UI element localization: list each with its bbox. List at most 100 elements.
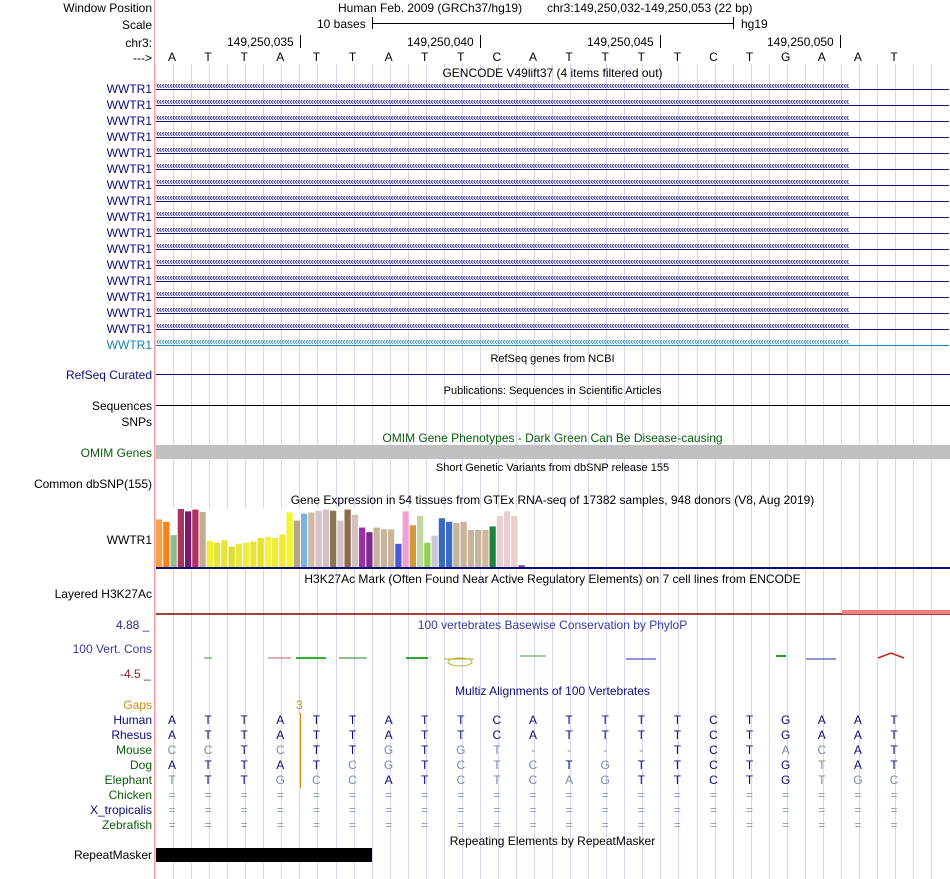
transcript-line: [156, 345, 949, 346]
vert-cons-label[interactable]: 100 Vert. Cons: [72, 642, 152, 656]
gencode-transcript-label[interactable]: WWTR1: [106, 274, 152, 288]
aligned-base: T: [818, 758, 826, 772]
gencode-transcript[interactable]: ‹‹‹‹‹‹‹‹‹‹‹‹‹‹‹‹‹‹‹‹‹‹‹‹‹‹‹‹‹‹‹‹‹‹‹‹‹‹‹‹…: [156, 292, 949, 303]
strand-arrows: ‹‹‹‹‹‹‹‹‹‹‹‹‹‹‹‹‹‹‹‹‹‹‹‹‹‹‹‹‹‹‹‹‹‹‹‹‹‹‹‹…: [156, 292, 849, 300]
species-label[interactable]: Elephant: [104, 773, 152, 787]
aligned-base: G: [853, 773, 863, 787]
gencode-transcript-label[interactable]: WWTR1: [106, 162, 152, 176]
transcript-line: [156, 265, 949, 266]
refseq-line[interactable]: [156, 374, 950, 375]
gencode-transcript-label[interactable]: WWTR1: [106, 210, 152, 224]
gencode-transcript[interactable]: ‹‹‹‹‹‹‹‹‹‹‹‹‹‹‹‹‹‹‹‹‹‹‹‹‹‹‹‹‹‹‹‹‹‹‹‹‹‹‹‹…: [156, 212, 949, 223]
repeat-element-block[interactable]: [156, 848, 372, 862]
omim-gene-bar[interactable]: [156, 445, 950, 459]
refseq-track-title: RefSeq genes from NCBI: [490, 353, 615, 365]
gtex-tissue-bar: [228, 546, 235, 567]
gencode-transcript-label[interactable]: WWTR1: [106, 242, 152, 256]
refseq-curated-label[interactable]: RefSeq Curated: [65, 368, 152, 382]
reference-base: A: [276, 50, 285, 64]
gencode-transcript-label[interactable]: WWTR1: [106, 98, 152, 112]
h3k27ac-signal[interactable]: [156, 613, 950, 615]
gencode-transcript[interactable]: ‹‹‹‹‹‹‹‹‹‹‹‹‹‹‹‹‹‹‹‹‹‹‹‹‹‹‹‹‹‹‹‹‹‹‹‹‹‹‹‹…: [156, 244, 949, 255]
gencode-transcript-label[interactable]: WWTR1: [106, 306, 152, 320]
aligned-base: T: [240, 758, 248, 772]
strand-arrows: ‹‹‹‹‹‹‹‹‹‹‹‹‹‹‹‹‹‹‹‹‹‹‹‹‹‹‹‹‹‹‹‹‹‹‹‹‹‹‹‹…: [156, 84, 849, 92]
species-label[interactable]: Chicken: [108, 788, 152, 802]
phylop-signal[interactable]: [156, 645, 950, 670]
gencode-transcript[interactable]: ‹‹‹‹‹‹‹‹‹‹‹‹‹‹‹‹‹‹‹‹‹‹‹‹‹‹‹‹‹‹‹‹‹‹‹‹‹‹‹‹…: [156, 180, 949, 191]
sequences-line[interactable]: [156, 405, 950, 406]
transcript-line: [156, 249, 949, 250]
transcript-line: [156, 89, 949, 90]
aligned-base: =: [746, 788, 754, 802]
omim-genes-label[interactable]: OMIM Genes: [80, 446, 152, 460]
gencode-transcript-label[interactable]: WWTR1: [106, 146, 152, 160]
gencode-transcript-label[interactable]: WWTR1: [106, 178, 152, 192]
aligned-base: T: [421, 728, 429, 742]
gencode-transcript[interactable]: ‹‹‹‹‹‹‹‹‹‹‹‹‹‹‹‹‹‹‹‹‹‹‹‹‹‹‹‹‹‹‹‹‹‹‹‹‹‹‹‹…: [156, 84, 949, 95]
gencode-transcript[interactable]: ‹‹‹‹‹‹‹‹‹‹‹‹‹‹‹‹‹‹‹‹‹‹‹‹‹‹‹‹‹‹‹‹‹‹‹‹‹‹‹‹…: [156, 148, 949, 159]
gtex-tissue-bar: [475, 529, 482, 567]
gtex-tissue-bar: [206, 540, 213, 567]
reference-base: T: [890, 50, 898, 64]
gencode-transcript[interactable]: ‹‹‹‹‹‹‹‹‹‹‹‹‹‹‹‹‹‹‹‹‹‹‹‹‹‹‹‹‹‹‹‹‹‹‹‹‹‹‹‹…: [156, 116, 949, 127]
aligned-base: T: [240, 773, 248, 787]
aligned-base: A: [853, 728, 862, 742]
gtex-tissue-bar: [424, 542, 431, 567]
gtex-expression-bars[interactable]: [156, 508, 536, 568]
gtex-gene-label[interactable]: WWTR1: [106, 533, 152, 547]
gencode-transcript[interactable]: ‹‹‹‹‹‹‹‹‹‹‹‹‹‹‹‹‹‹‹‹‹‹‹‹‹‹‹‹‹‹‹‹‹‹‹‹‹‹‹‹…: [156, 196, 949, 207]
gencode-transcript-label[interactable]: WWTR1: [106, 322, 152, 336]
aligned-base: C: [312, 773, 321, 787]
gtex-tissue-bar: [504, 511, 511, 567]
aligned-base: G: [275, 773, 285, 787]
gencode-transcript-label[interactable]: WWTR1: [106, 226, 152, 240]
gencode-transcript[interactable]: ‹‹‹‹‹‹‹‹‹‹‹‹‹‹‹‹‹‹‹‹‹‹‹‹‹‹‹‹‹‹‹‹‹‹‹‹‹‹‹‹…: [156, 132, 949, 143]
gtex-tissue-bar: [279, 534, 286, 567]
layered-h3k27ac-label[interactable]: Layered H3K27Ac: [54, 587, 152, 601]
gencode-transcript[interactable]: ‹‹‹‹‹‹‹‹‹‹‹‹‹‹‹‹‹‹‹‹‹‹‹‹‹‹‹‹‹‹‹‹‹‹‹‹‹‹‹‹…: [156, 260, 949, 271]
sequences-label[interactable]: Sequences: [91, 399, 152, 413]
species-label[interactable]: Rhesus: [111, 728, 152, 742]
species-label[interactable]: Human: [113, 713, 152, 727]
gtex-tissue-bar: [257, 538, 264, 567]
gaps-label[interactable]: Gaps: [123, 698, 152, 712]
dbsnp-track-title: Short Genetic Variants from dbSNP releas…: [435, 462, 670, 474]
species-label[interactable]: Zebrafish: [101, 818, 152, 832]
aligned-base: =: [240, 803, 248, 817]
gencode-transcript-label[interactable]: WWTR1: [106, 114, 152, 128]
snps-label[interactable]: SNPs: [121, 415, 152, 429]
aligned-base: A: [384, 728, 393, 742]
gencode-transcript[interactable]: ‹‹‹‹‹‹‹‹‹‹‹‹‹‹‹‹‹‹‹‹‹‹‹‹‹‹‹‹‹‹‹‹‹‹‹‹‹‹‹‹…: [156, 100, 949, 111]
species-label[interactable]: Mouse: [115, 743, 152, 757]
gencode-transcript-label[interactable]: WWTR1: [106, 82, 152, 96]
gencode-transcript[interactable]: ‹‹‹‹‹‹‹‹‹‹‹‹‹‹‹‹‹‹‹‹‹‹‹‹‹‹‹‹‹‹‹‹‹‹‹‹‹‹‹‹…: [156, 308, 949, 319]
gencode-transcript-label[interactable]: WWTR1: [106, 194, 152, 208]
gencode-transcript[interactable]: ‹‹‹‹‹‹‹‹‹‹‹‹‹‹‹‹‹‹‹‹‹‹‹‹‹‹‹‹‹‹‹‹‹‹‹‹‹‹‹‹…: [156, 276, 949, 287]
aligned-base: =: [818, 788, 826, 802]
gencode-transcript[interactable]: ‹‹‹‹‹‹‹‹‹‹‹‹‹‹‹‹‹‹‹‹‹‹‹‹‹‹‹‹‹‹‹‹‹‹‹‹‹‹‹‹…: [156, 164, 949, 175]
gtex-baseline: [156, 567, 950, 569]
transcript-line: [156, 169, 949, 170]
gencode-transcript-label[interactable]: WWTR1: [106, 338, 152, 352]
aligned-base: T: [312, 728, 321, 742]
gencode-transcript[interactable]: ‹‹‹‹‹‹‹‹‹‹‹‹‹‹‹‹‹‹‹‹‹‹‹‹‹‹‹‹‹‹‹‹‹‹‹‹‹‹‹‹…: [156, 324, 949, 335]
aligned-base: C: [528, 758, 538, 772]
aligned-base: A: [781, 743, 790, 757]
repeatmasker-label[interactable]: RepeatMasker: [73, 848, 152, 862]
strand-arrows: ‹‹‹‹‹‹‹‹‹‹‹‹‹‹‹‹‹‹‹‹‹‹‹‹‹‹‹‹‹‹‹‹‹‹‹‹‹‹‹‹…: [156, 148, 849, 156]
species-label[interactable]: X_tropicalis: [89, 803, 152, 817]
aligned-base: =: [709, 818, 717, 832]
gencode-transcript-label[interactable]: WWTR1: [106, 290, 152, 304]
species-label[interactable]: Dog: [129, 758, 152, 772]
gencode-transcript-label[interactable]: WWTR1: [106, 258, 152, 272]
gencode-transcript[interactable]: ‹‹‹‹‹‹‹‹‹‹‹‹‹‹‹‹‹‹‹‹‹‹‹‹‹‹‹‹‹‹‹‹‹‹‹‹‹‹‹‹…: [156, 340, 949, 351]
common-dbsnp-label[interactable]: Common dbSNP(155): [33, 477, 152, 491]
gencode-transcript-label[interactable]: WWTR1: [106, 130, 152, 144]
gencode-transcript[interactable]: ‹‹‹‹‹‹‹‹‹‹‹‹‹‹‹‹‹‹‹‹‹‹‹‹‹‹‹‹‹‹‹‹‹‹‹‹‹‹‹‹…: [156, 228, 949, 239]
strand-arrows: ‹‹‹‹‹‹‹‹‹‹‹‹‹‹‹‹‹‹‹‹‹‹‹‹‹‹‹‹‹‹‹‹‹‹‹‹‹‹‹‹…: [156, 324, 849, 332]
aligned-base: T: [890, 743, 898, 757]
